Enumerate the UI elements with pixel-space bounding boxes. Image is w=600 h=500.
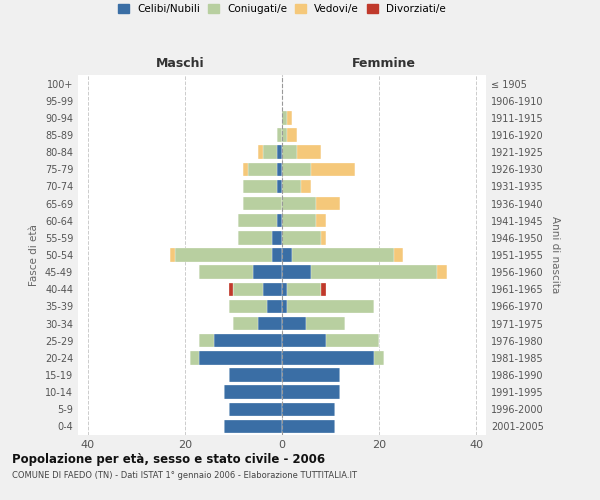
Bar: [282, 180, 301, 193]
Legend: Celibi/Nubili, Coniugati/e, Vedovi/e, Divorziati/e: Celibi/Nubili, Coniugati/e, Vedovi/e, Di…: [115, 1, 449, 18]
Bar: [282, 231, 321, 244]
Bar: [287, 300, 374, 313]
Text: Popolazione per età, sesso e stato civile - 2006: Popolazione per età, sesso e stato civil…: [12, 452, 325, 466]
Bar: [306, 317, 345, 330]
Bar: [229, 300, 268, 313]
Bar: [287, 111, 292, 124]
Bar: [282, 402, 335, 416]
Bar: [326, 334, 379, 347]
Bar: [277, 214, 282, 228]
Bar: [199, 266, 253, 279]
Bar: [224, 386, 282, 399]
Bar: [282, 248, 292, 262]
Bar: [316, 214, 326, 228]
Bar: [321, 231, 326, 244]
Text: Maschi: Maschi: [155, 57, 205, 70]
Bar: [282, 334, 326, 347]
Bar: [311, 266, 437, 279]
Bar: [199, 334, 214, 347]
Bar: [282, 266, 311, 279]
Bar: [229, 402, 282, 416]
Bar: [263, 146, 277, 159]
Bar: [301, 180, 311, 193]
Bar: [258, 317, 282, 330]
Bar: [282, 111, 287, 124]
Bar: [277, 180, 282, 193]
Bar: [248, 162, 277, 176]
Bar: [238, 231, 272, 244]
Bar: [190, 351, 199, 364]
Bar: [292, 248, 394, 262]
Bar: [233, 317, 258, 330]
Bar: [258, 146, 263, 159]
Bar: [272, 248, 282, 262]
Bar: [311, 162, 355, 176]
Bar: [175, 248, 272, 262]
Bar: [199, 351, 282, 364]
Bar: [287, 282, 321, 296]
Bar: [282, 317, 306, 330]
Y-axis label: Fasce di età: Fasce di età: [29, 224, 39, 286]
Bar: [282, 420, 335, 433]
Bar: [224, 420, 282, 433]
Bar: [243, 180, 277, 193]
Bar: [394, 248, 403, 262]
Bar: [277, 128, 282, 141]
Bar: [282, 162, 311, 176]
Bar: [243, 197, 282, 210]
Bar: [296, 146, 321, 159]
Bar: [282, 282, 287, 296]
Bar: [374, 351, 384, 364]
Bar: [282, 368, 340, 382]
Bar: [170, 248, 175, 262]
Bar: [238, 214, 277, 228]
Text: COMUNE DI FAEDO (TN) - Dati ISTAT 1° gennaio 2006 - Elaborazione TUTTITALIA.IT: COMUNE DI FAEDO (TN) - Dati ISTAT 1° gen…: [12, 470, 357, 480]
Bar: [321, 282, 326, 296]
Bar: [282, 300, 287, 313]
Bar: [253, 266, 282, 279]
Bar: [214, 334, 282, 347]
Bar: [287, 128, 296, 141]
Bar: [282, 386, 340, 399]
Bar: [277, 162, 282, 176]
Bar: [282, 197, 316, 210]
Bar: [229, 368, 282, 382]
Bar: [282, 351, 374, 364]
Bar: [282, 146, 296, 159]
Bar: [229, 282, 233, 296]
Bar: [263, 282, 282, 296]
Bar: [437, 266, 447, 279]
Y-axis label: Anni di nascita: Anni di nascita: [550, 216, 560, 294]
Text: Femmine: Femmine: [352, 57, 416, 70]
Bar: [272, 231, 282, 244]
Bar: [233, 282, 263, 296]
Bar: [243, 162, 248, 176]
Bar: [268, 300, 282, 313]
Bar: [277, 146, 282, 159]
Bar: [282, 128, 287, 141]
Bar: [282, 214, 316, 228]
Bar: [316, 197, 340, 210]
